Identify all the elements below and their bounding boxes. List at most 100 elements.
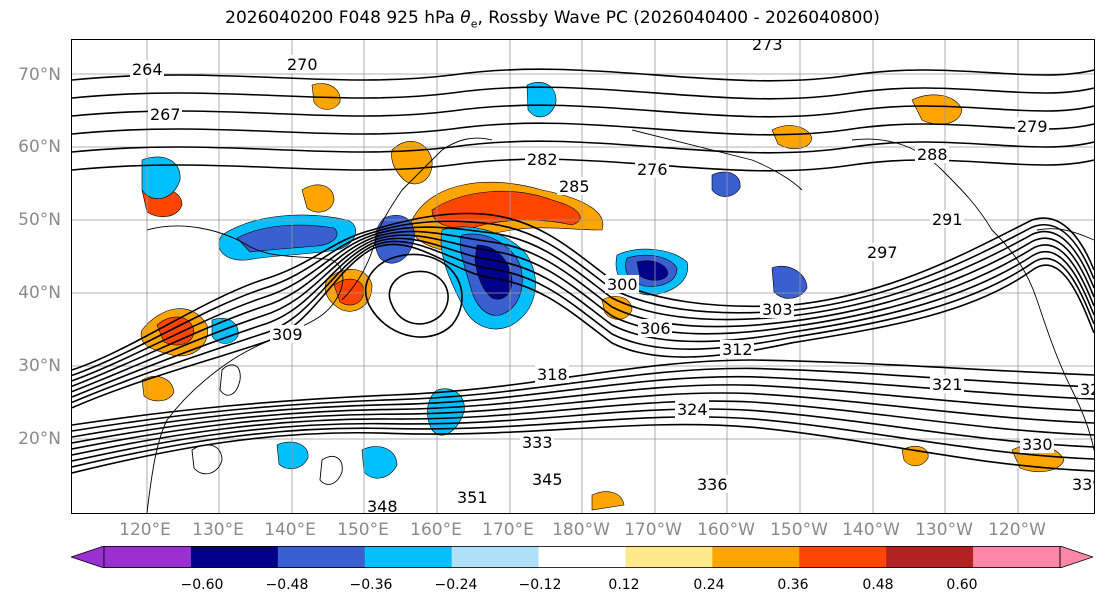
contour-line (365, 253, 463, 338)
colorbar-outline (103, 546, 1061, 568)
coastline-segment (319, 456, 343, 485)
contour-label: 339 (1072, 475, 1094, 494)
anomaly-positive (391, 141, 433, 185)
contour-label: 333 (522, 433, 553, 452)
contour-label: 282 (527, 150, 558, 169)
map-panel: 264 267 270 273 276 279 282 285 288 291 297 300 303 3… (71, 39, 1095, 514)
contour-line (72, 158, 1094, 172)
anomaly-positive (911, 94, 963, 125)
title-rest: , Rossby Wave PC (2026040400 - 202604080… (477, 8, 880, 28)
map-title: 2026040200 F048 925 hPa θe, Rossby Wave … (0, 8, 1105, 30)
contour-label: 288 (917, 145, 948, 164)
contour-line (72, 359, 1094, 426)
contour-label-bg (760, 300, 794, 318)
anomaly-negative (141, 156, 181, 199)
contour-label-bg (605, 275, 639, 293)
contour-line (72, 230, 1094, 387)
contour-line (72, 240, 1094, 404)
contour-label: 318 (537, 365, 568, 384)
contour-label: 306 (640, 319, 671, 338)
contour-label-bg (365, 497, 399, 513)
lat-label-30n: 30°N (18, 356, 61, 376)
contour-label-bg (557, 177, 591, 195)
title-subscript: e (470, 17, 478, 31)
contour-label: 264 (132, 60, 163, 79)
lon-label-150w: 150°W (770, 520, 828, 540)
title-theta: θ (460, 8, 471, 28)
anomaly-positive (591, 491, 625, 511)
contour-line (72, 212, 1094, 371)
contour-label: 291 (932, 210, 963, 229)
contour-line (72, 104, 1094, 118)
lon-label-130w: 130°W (915, 520, 973, 540)
colorbar-arrow-low (71, 546, 105, 568)
contour-line (72, 408, 1094, 462)
colorbar-segment (451, 546, 540, 568)
colorbar-segment (799, 546, 887, 568)
contour-label-bg (530, 470, 564, 488)
contour-label-bg (915, 145, 949, 163)
contour-label: 345 (532, 470, 563, 489)
colorbar-segment (538, 546, 626, 568)
contour-line (72, 237, 1094, 398)
colorbar-tick: 0.60 (946, 577, 978, 593)
coastline-segment (219, 364, 241, 396)
colorbar (71, 546, 1093, 568)
contour-line (72, 416, 1094, 468)
contour-label: 336 (697, 475, 728, 494)
colorbar-tick: −0.24 (434, 577, 478, 593)
lon-label-130e: 130°E (192, 520, 244, 540)
anomaly-positive (771, 125, 813, 150)
contour-label-bg (285, 55, 319, 73)
contour-label-bg (675, 400, 709, 418)
lon-label-150e: 150°E (337, 520, 389, 540)
coastline-segment (341, 189, 403, 301)
lon-label-140w: 140°W (842, 520, 900, 540)
contour-label: 330 (1022, 435, 1053, 454)
contour-label-bg (930, 210, 964, 228)
contour-line (72, 226, 1094, 382)
contour-line (72, 367, 1094, 432)
contour-label: 300 (607, 275, 638, 294)
colorbar-tick: −0.12 (518, 577, 562, 593)
colorbar-tick: −0.60 (180, 577, 224, 593)
colorbar-tick: 0.36 (777, 577, 809, 593)
coastline-segment (401, 137, 493, 191)
coastline-segment (146, 225, 344, 513)
colorbar-segment (364, 546, 453, 568)
contour-label-bg (930, 375, 964, 393)
colorbar-segment (104, 546, 192, 568)
colorbar-tick: 0.12 (608, 577, 640, 593)
contour-label-bg (1020, 435, 1054, 453)
contour-label: 297 (867, 243, 898, 262)
contour-line (388, 270, 449, 325)
anomaly-negative (211, 318, 239, 344)
colorbar-segment (625, 546, 713, 568)
anomaly-positive (311, 83, 341, 110)
anomaly-negative (636, 260, 669, 281)
contour-label: 285 (559, 177, 590, 196)
lon-label-160e: 160°E (410, 520, 462, 540)
contour-label-bg (535, 365, 569, 383)
lon-label-180w: 180°W (552, 520, 610, 540)
colorbar-segment (277, 546, 366, 568)
contour-label: 279 (1017, 117, 1048, 136)
contour-label-bg (130, 60, 164, 78)
contour-label-bg (520, 433, 554, 451)
contour-label: 321 (932, 375, 963, 394)
contour-label-bg (865, 243, 899, 261)
contour-label-bg (148, 105, 182, 123)
anomaly-positive (301, 184, 335, 213)
lat-label-70n: 70°N (18, 65, 61, 85)
contour-label-bg (525, 150, 559, 168)
colorbar-segment (973, 546, 1061, 568)
contour-label: 324 (677, 400, 708, 419)
contour-line (72, 68, 1094, 82)
lat-label-40n: 40°N (18, 283, 61, 303)
contour-label-bg (270, 325, 304, 343)
contour-label: 348 (367, 497, 398, 513)
contour-label: 309 (272, 325, 303, 344)
contour-line (72, 140, 1094, 154)
